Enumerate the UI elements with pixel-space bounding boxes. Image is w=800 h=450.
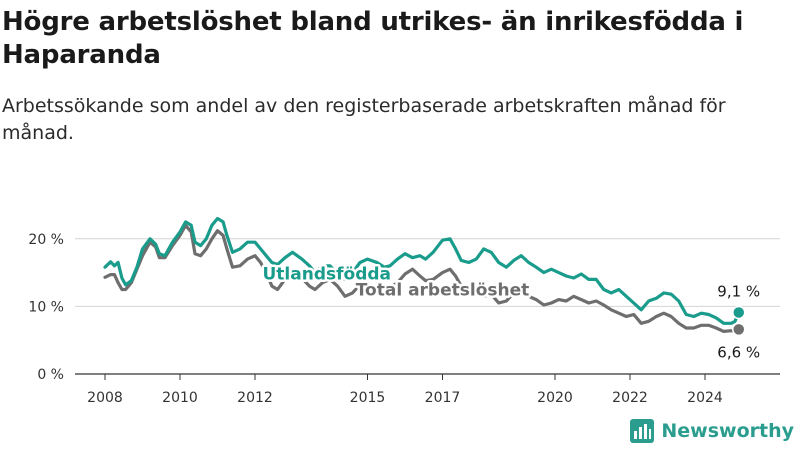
x-tick-label: 2012 xyxy=(237,390,273,406)
x-tick-label: 2015 xyxy=(350,390,386,406)
x-tick-label: 2022 xyxy=(612,390,648,406)
x-tick-label: 2020 xyxy=(537,390,573,406)
endpoint-utlandsfodda xyxy=(732,305,746,320)
series-line-utlandsfodda xyxy=(103,216,741,325)
y-tick-label: 0 % xyxy=(37,367,64,383)
bar-chart-icon xyxy=(630,419,655,443)
brand-name: Newsworthy xyxy=(661,420,794,442)
endpoint-total xyxy=(732,322,746,337)
end-value-label: 9,1 % xyxy=(717,282,760,300)
series-label-utlandsfodda: Utlandsfödda xyxy=(263,264,392,284)
page-subtitle: Arbetssökande som andel av den registerb… xyxy=(2,95,726,144)
brand-logo: Newsworthy xyxy=(630,419,794,443)
x-tick-label: 2024 xyxy=(687,390,723,406)
x-tick-label: 2008 xyxy=(87,390,123,406)
x-tick-label: 2017 xyxy=(425,390,461,406)
x-tick-label: 2010 xyxy=(162,390,198,406)
series-line-total xyxy=(103,223,741,333)
page-title: Högre arbetslöshet bland utrikes- än inr… xyxy=(2,7,744,70)
y-tick-label: 20 % xyxy=(28,232,64,248)
y-tick-label: 10 % xyxy=(28,299,64,315)
series-label-total: Total arbetslöshet xyxy=(356,281,530,301)
end-value-label: 6,6 % xyxy=(717,343,760,361)
